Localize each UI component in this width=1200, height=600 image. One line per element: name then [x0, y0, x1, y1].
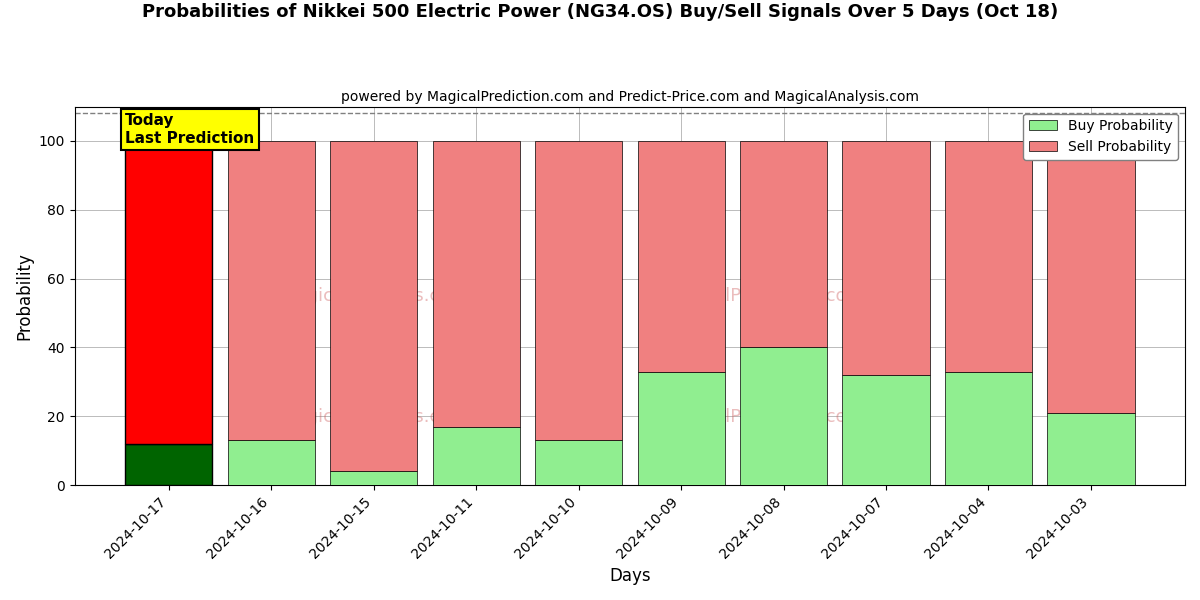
Y-axis label: Probability: Probability — [16, 252, 34, 340]
Bar — [637, 371, 725, 485]
Bar — [432, 427, 520, 485]
Text: Probabilities of Nikkei 500 Electric Power (NG34.OS) Buy/Sell Signals Over 5 Day: Probabilities of Nikkei 500 Electric Pow… — [142, 3, 1058, 21]
Bar — [125, 141, 212, 444]
Bar — [944, 141, 1032, 371]
Bar — [740, 347, 827, 485]
Bar — [740, 141, 827, 347]
Bar — [637, 141, 725, 371]
Bar — [330, 472, 418, 485]
Bar — [330, 141, 418, 472]
Bar — [944, 371, 1032, 485]
Title: powered by MagicalPrediction.com and Predict-Price.com and MagicalAnalysis.com: powered by MagicalPrediction.com and Pre… — [341, 90, 919, 104]
Text: MagicalAnalysis.com: MagicalAnalysis.com — [281, 287, 468, 305]
Text: MagicalPrediction.com: MagicalPrediction.com — [661, 287, 864, 305]
X-axis label: Days: Days — [610, 567, 650, 585]
Bar — [228, 440, 314, 485]
Bar — [1048, 413, 1134, 485]
Bar — [1048, 141, 1134, 413]
Text: Today
Last Prediction: Today Last Prediction — [125, 113, 254, 146]
Bar — [228, 141, 314, 440]
Bar — [535, 141, 622, 440]
Text: MagicalAnalysis.com: MagicalAnalysis.com — [281, 408, 468, 426]
Bar — [432, 141, 520, 427]
Text: MagicalPrediction.com: MagicalPrediction.com — [661, 408, 864, 426]
Bar — [535, 440, 622, 485]
Bar — [842, 375, 930, 485]
Bar — [125, 444, 212, 485]
Bar — [842, 141, 930, 375]
Legend: Buy Probability, Sell Probability: Buy Probability, Sell Probability — [1024, 113, 1178, 160]
